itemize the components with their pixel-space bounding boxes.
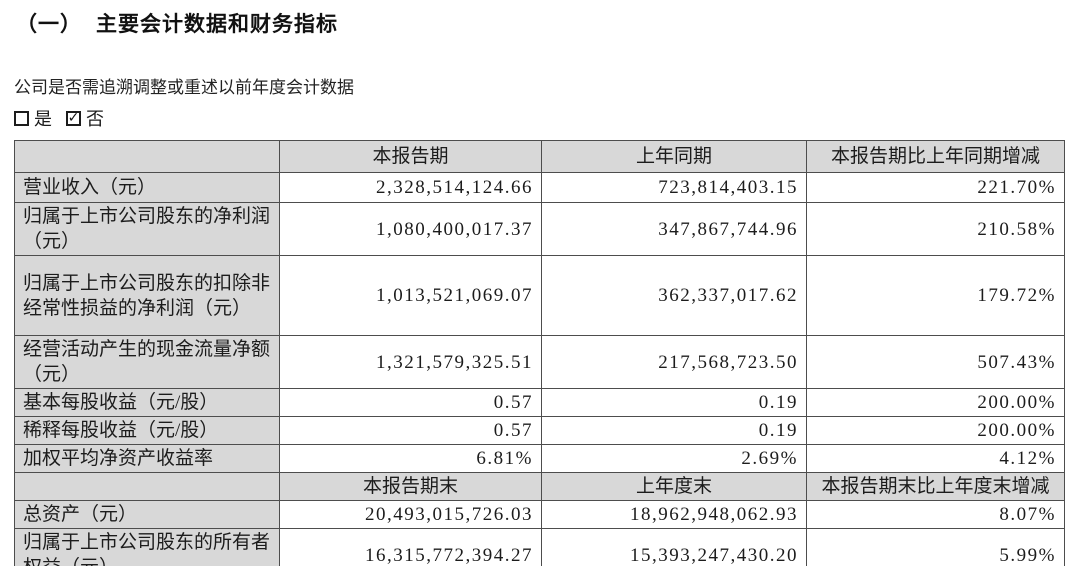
prior-period-value: 18,962,948,062.93: [541, 500, 807, 529]
corner-cell: [14, 140, 280, 173]
header-row-end-of-period: 本报告期末 上年度末 本报告期末比上年度末增减: [14, 472, 1065, 501]
change-value: 4.12%: [806, 444, 1065, 473]
prior-period-value: 217,568,723.50: [541, 335, 807, 389]
change-value: 200.00%: [806, 416, 1065, 445]
prior-period-value: 362,337,017.62: [541, 255, 807, 336]
checkbox-checked-icon: ✓: [66, 110, 81, 126]
change-value: 179.72%: [806, 255, 1065, 336]
table-row-operating-cash-flow: 经营活动产生的现金流量净额（元） 1,321,579,325.51 217,56…: [14, 335, 1065, 389]
table-row-net-profit: 归属于上市公司股东的净利润（元） 1,080,400,017.37 347,86…: [14, 202, 1065, 256]
table-row-shareholders-equity: 归属于上市公司股东的所有者权益（元） 16,315,772,394.27 15,…: [14, 528, 1065, 566]
restatement-question: 公司是否需追溯调整或重述以前年度会计数据: [14, 78, 354, 97]
section-title: （一） 主要会计数据和财务指标: [16, 8, 1066, 38]
table-row-diluted-eps: 稀释每股收益（元/股） 0.57 0.19 200.00%: [14, 416, 1065, 445]
prior-period-value: 15,393,247,430.20: [541, 528, 807, 566]
financial-indicators-table: 本报告期 上年同期 本报告期比上年同期增减 营业收入（元） 2,328,514,…: [14, 140, 1065, 566]
row-label: 营业收入（元）: [14, 172, 280, 203]
table-row-net-profit-excl-nonrecurring: 归属于上市公司股东的扣除非经常性损益的净利润（元） 1,013,521,069.…: [14, 255, 1065, 336]
table-row-revenue: 营业收入（元） 2,328,514,124.66 723,814,403.15 …: [14, 172, 1065, 203]
checkbox-yes-label: 是: [34, 109, 52, 129]
current-period-value: 2,328,514,124.66: [279, 172, 542, 203]
current-period-value: 20,493,015,726.03: [279, 500, 542, 529]
current-period-value: 1,321,579,325.51: [279, 335, 542, 389]
current-period-value: 16,315,772,394.27: [279, 528, 542, 566]
prior-period-value: 723,814,403.15: [541, 172, 807, 203]
checkbox-unchecked-icon: [14, 110, 29, 126]
col-header-end-current-period: 本报告期末: [279, 472, 542, 501]
current-period-value: 1,013,521,069.07: [279, 255, 542, 336]
current-period-value: 0.57: [279, 388, 542, 417]
col-header-period-change: 本报告期比上年同期增减: [806, 140, 1065, 173]
section-title-text: 主要会计数据和财务指标: [96, 12, 338, 36]
checkbox-yes[interactable]: 是: [14, 105, 52, 131]
row-label: 总资产（元）: [14, 500, 280, 529]
current-period-value: 1,080,400,017.37: [279, 202, 542, 256]
current-period-value: 6.81%: [279, 444, 542, 473]
corner-cell: [14, 472, 280, 501]
section-number: （一）: [16, 12, 82, 36]
row-label: 归属于上市公司股东的净利润（元）: [14, 202, 280, 256]
checkbox-no-label: 否: [86, 109, 104, 129]
checkbox-no[interactable]: ✓ 否: [66, 105, 104, 131]
col-header-end-change: 本报告期末比上年度末增减: [806, 472, 1065, 501]
table-row-weighted-avg-roe: 加权平均净资产收益率 6.81% 2.69% 4.12%: [14, 444, 1065, 473]
col-header-current-period: 本报告期: [279, 140, 542, 173]
change-value: 507.43%: [806, 335, 1065, 389]
row-label: 归属于上市公司股东的扣除非经常性损益的净利润（元）: [14, 255, 280, 336]
col-header-prior-period: 上年同期: [541, 140, 807, 173]
prior-period-value: 347,867,744.96: [541, 202, 807, 256]
table-row-total-assets: 总资产（元） 20,493,015,726.03 18,962,948,062.…: [14, 500, 1065, 529]
prior-period-value: 0.19: [541, 416, 807, 445]
header-row-period: 本报告期 上年同期 本报告期比上年同期增减: [14, 140, 1065, 173]
row-label: 经营活动产生的现金流量净额（元）: [14, 335, 280, 389]
change-value: 5.99%: [806, 528, 1065, 566]
prior-period-value: 0.19: [541, 388, 807, 417]
row-label: 基本每股收益（元/股）: [14, 388, 280, 417]
row-label: 归属于上市公司股东的所有者权益（元）: [14, 528, 280, 566]
change-value: 8.07%: [806, 500, 1065, 529]
change-value: 210.58%: [806, 202, 1065, 256]
row-label: 加权平均净资产收益率: [14, 444, 280, 473]
col-header-end-prior-year: 上年度末: [541, 472, 807, 501]
restatement-options: 是 ✓ 否: [14, 105, 1066, 131]
row-label: 稀释每股收益（元/股）: [14, 416, 280, 445]
change-value: 221.70%: [806, 172, 1065, 203]
prior-period-value: 2.69%: [541, 444, 807, 473]
table-row-basic-eps: 基本每股收益（元/股） 0.57 0.19 200.00%: [14, 388, 1065, 417]
current-period-value: 0.57: [279, 416, 542, 445]
change-value: 200.00%: [806, 388, 1065, 417]
